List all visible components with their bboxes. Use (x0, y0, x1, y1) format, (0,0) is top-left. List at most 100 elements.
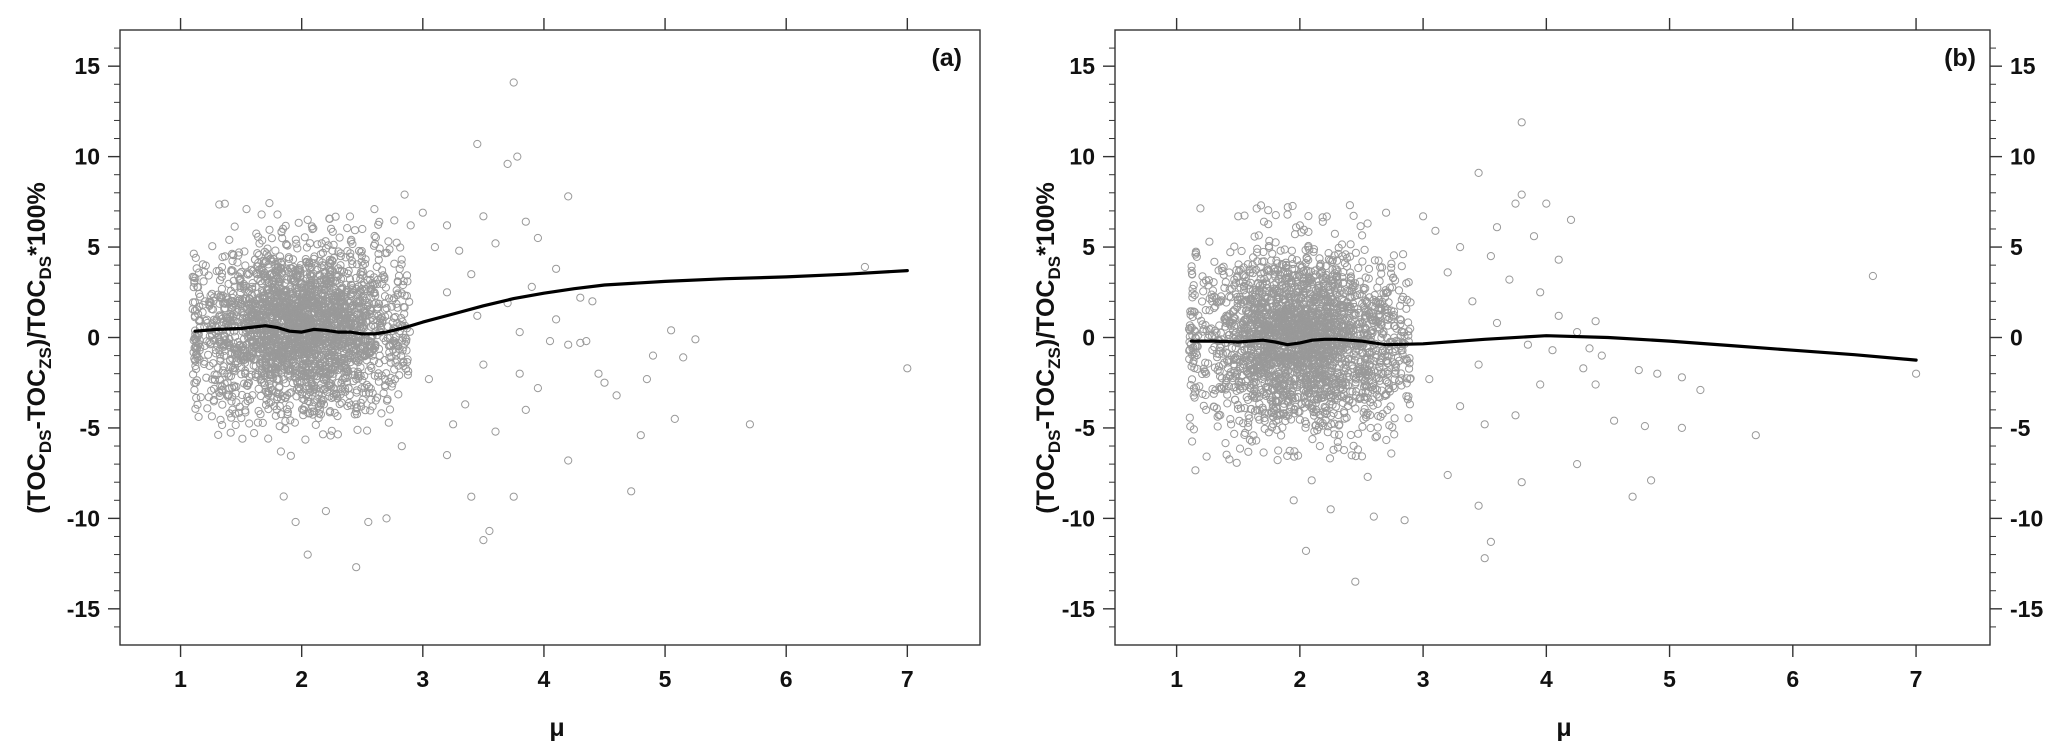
panel-a-data-point (398, 317, 407, 326)
panel-a-data-point (244, 286, 254, 295)
panel-a-data-point (367, 342, 376, 351)
panel-a-data-point (357, 280, 366, 289)
panel-a-data-point (331, 362, 340, 371)
panel-a-data-point (239, 281, 248, 290)
panel-a-data-point (350, 226, 360, 235)
panel-a-data-point (317, 397, 326, 406)
panel-a-data-point (479, 536, 488, 545)
panel-a-data-point (588, 297, 597, 306)
panel-a-data-point (333, 430, 342, 439)
panel-a-data-point (398, 280, 408, 290)
panel-a-data-point (247, 347, 256, 356)
panel-a-ylabel-mid2: )/TOC (23, 280, 51, 348)
panel-a-data-point (305, 259, 314, 268)
panel-a-data-point (310, 259, 319, 268)
panel-a-data-point (385, 405, 395, 414)
panel-b-data-point (1259, 448, 1268, 457)
panel-a-data-point (385, 245, 394, 254)
panel-b-data-point (1349, 441, 1358, 450)
panel-a-data-point (380, 381, 390, 390)
panel-a-data-point (467, 270, 476, 279)
panel-a-data-point (300, 402, 309, 411)
panel-a-data-point (378, 280, 387, 289)
panel-a-data-point (227, 413, 236, 422)
panel-a-data-point (298, 283, 307, 292)
panel-a-data-point (362, 351, 371, 360)
panel-a-data-point (600, 378, 609, 387)
panel-a-data-point (387, 352, 396, 361)
panel-a-data-point (263, 306, 272, 315)
panel-a-data-point (320, 336, 329, 345)
panel-a-data-point (380, 292, 390, 301)
panel-a-data-point (266, 254, 275, 263)
panel-a-data-point (207, 412, 216, 421)
panel-a-data-point (249, 361, 258, 370)
panel-a-data-point (403, 355, 412, 364)
panel-b-data-point (1287, 246, 1297, 255)
panel-a-data-point (356, 270, 365, 279)
panel-a-data-point (261, 400, 271, 409)
panel-a-data-point (594, 369, 603, 378)
panel-a-data-point (326, 270, 335, 279)
panel-a-data-point (248, 391, 257, 400)
panel-a-data-point (244, 378, 253, 387)
panel-a-data-point (382, 304, 391, 313)
panel-b-data-point (1363, 472, 1372, 481)
panel-a-data-point (242, 313, 251, 322)
panel-a-data-point (378, 318, 387, 327)
panel-a-data-point (301, 435, 310, 444)
panel-b-data-point (1244, 423, 1253, 432)
panel-a-data-point (367, 338, 376, 347)
panel-a-data-point (309, 398, 318, 407)
panel-a-data-point (271, 411, 280, 420)
panel-a-data-point (403, 370, 412, 379)
panel-a-data-point (258, 418, 267, 427)
panel-a-data-point (224, 279, 233, 288)
panel-a-data-point (315, 336, 325, 345)
panel-a-data-point (328, 246, 337, 255)
panel-b-data-point (1394, 286, 1404, 295)
panel-a-data-point (347, 256, 356, 265)
panel-b-data-point (1264, 220, 1273, 229)
panel-a-data-point (290, 418, 299, 427)
panel-a-data-point (391, 332, 400, 341)
panel-a-data-point (267, 234, 276, 243)
panel-a-data-point (259, 270, 268, 279)
panel-a-data-point (313, 346, 322, 355)
panel-a-data-point (379, 271, 388, 280)
panel-a-data-point (333, 365, 342, 375)
panel-a-data-point (196, 393, 205, 402)
panel-a-data-point (513, 152, 522, 161)
panel-a-data-point (286, 285, 295, 294)
panel-a-data-point (219, 299, 228, 308)
panel-b-data-point (1210, 257, 1219, 266)
panel-a-data-point (336, 390, 345, 399)
panel-b-data-point (1264, 206, 1273, 215)
panel-a-data-point (366, 285, 375, 294)
panel-a-data-point (217, 269, 227, 278)
panel-a-data-point (315, 405, 324, 414)
panel-a-data-point (356, 398, 365, 407)
panel-a-data-point (388, 379, 397, 388)
panel-a-data-point (362, 380, 371, 389)
panel-a-data-point (288, 294, 297, 303)
panel-b-data-point (1354, 263, 1363, 273)
panel-a-data-point (238, 434, 247, 443)
panel-a-data-point (380, 305, 390, 314)
panel-b-y-axis-title: (TOCDS-TOCZS)/TOCDS*100% (1032, 182, 1064, 514)
panel-a-data-point (393, 289, 402, 298)
panel-a-data-point (340, 267, 349, 276)
panel-a-data-point (257, 344, 266, 353)
panel-a-data-point (374, 369, 383, 378)
panel-a-smooth-line (193, 269, 909, 336)
panel-b-ylabel-sub1: DS (1045, 430, 1064, 454)
panel-a-data-point (299, 286, 308, 295)
panel-a-data-point (394, 271, 404, 280)
panel-a-data-point (375, 217, 384, 226)
panel-b-label: (b) (1944, 44, 1976, 72)
panel-a-data-point (257, 210, 266, 219)
panel-b-data-point (1250, 232, 1259, 241)
panel-a-data-point (241, 261, 250, 270)
panel-a-data-point (251, 372, 261, 382)
